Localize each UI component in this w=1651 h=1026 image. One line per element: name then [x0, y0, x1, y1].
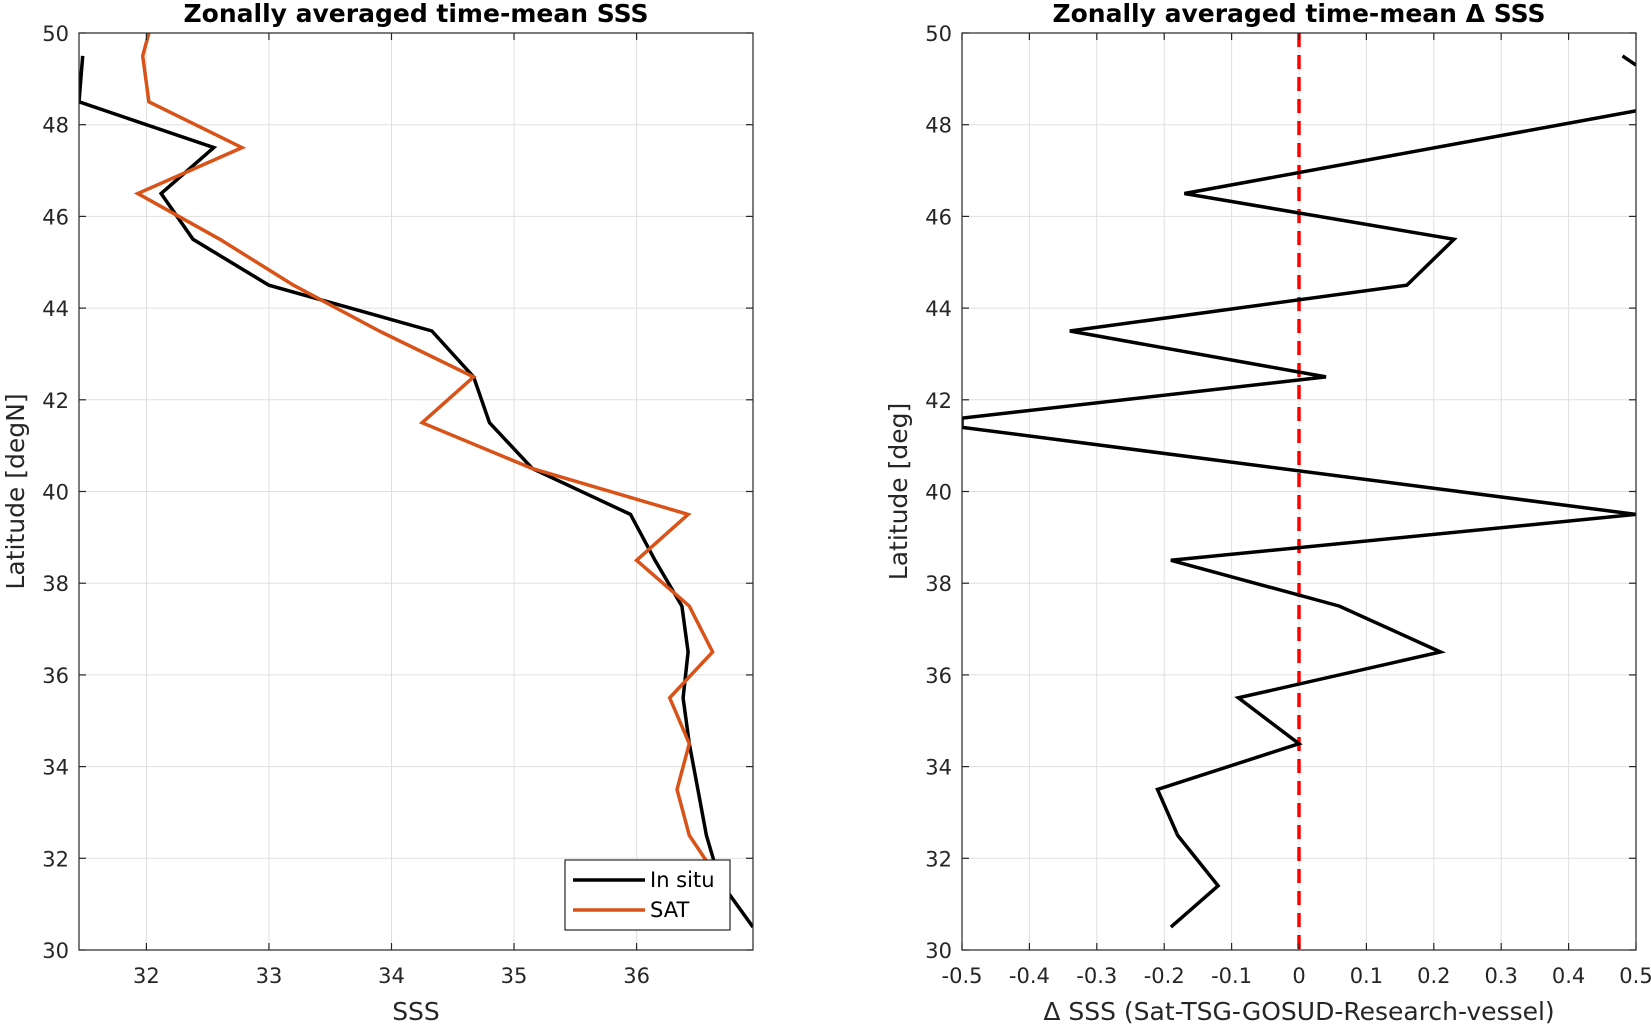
legend: In situ SAT [564, 859, 731, 931]
y-tick-label: 42 [925, 389, 952, 413]
y-tick-label: 32 [925, 847, 952, 871]
x-tick-label: 34 [378, 964, 405, 988]
y-tick-label: 42 [42, 389, 69, 413]
y-tick-label: 46 [925, 205, 952, 229]
left-panel: 32 33 34 35 36 30 32 34 36 38 40 42 44 46 48 50 Zonally… [1, 0, 754, 1026]
left-y-axis-label: Latitude [degN] [1, 393, 30, 589]
x-tick-label: 0.5 [1619, 964, 1651, 988]
y-tick-label: 30 [925, 939, 952, 963]
left-series [79, 33, 753, 929]
legend-label-in-situ: In situ [650, 868, 715, 892]
y-tick-label: 34 [42, 756, 69, 780]
left-grid [79, 32, 753, 951]
x-tick-label: 0.1 [1350, 964, 1383, 988]
x-tick-label: 35 [501, 964, 528, 988]
series-line-1 [1621, 54, 1636, 67]
y-tick-label: 34 [925, 756, 952, 780]
y-tick-label: 50 [42, 22, 69, 46]
right-y-axis-label: Latitude [deg] [884, 403, 913, 580]
x-tick-label: 36 [623, 964, 650, 988]
right-x-axis-label: Δ SSS (Sat-TSG-GOSUD-Research-vessel) [1043, 997, 1554, 1026]
y-tick-label: 50 [925, 22, 952, 46]
x-tick-label: 0 [1292, 964, 1305, 988]
right-chart-title: Zonally averaged time-mean Δ SSS [1053, 0, 1546, 28]
y-tick-label: 38 [42, 572, 69, 596]
x-tick-label: 0.4 [1552, 964, 1585, 988]
x-tick-label: 33 [256, 964, 283, 988]
series-line-sat [133, 33, 715, 864]
x-tick-label: 0.2 [1417, 964, 1450, 988]
legend-label-sat: SAT [650, 898, 689, 922]
y-tick-label: 38 [925, 572, 952, 596]
x-tick-label: -0.4 [1009, 964, 1050, 988]
right-ticks: -0.5 -0.4 -0.3 -0.2 -0.1 0 0.1 0.2 0.3 0.4 0.5 30 32… [925, 22, 1651, 988]
x-tick-label: 32 [133, 964, 160, 988]
y-tick-label: 40 [42, 481, 69, 505]
y-tick-label: 40 [925, 481, 952, 505]
x-tick-label: -0.2 [1144, 964, 1185, 988]
y-tick-label: 30 [42, 939, 69, 963]
x-tick-label: -0.1 [1211, 964, 1252, 988]
y-tick-label: 36 [925, 664, 952, 688]
series-line-0 [962, 109, 1636, 929]
y-tick-label: 36 [42, 664, 69, 688]
y-tick-label: 44 [925, 297, 952, 321]
left-ticks: 32 33 34 35 36 30 32 34 36 38 40 42 44 46 48 50 [42, 22, 753, 988]
left-chart-title: Zonally averaged time-mean SSS [184, 0, 649, 28]
y-tick-label: 48 [42, 114, 69, 138]
series-line-in-situ [79, 55, 753, 929]
left-x-axis-label: SSS [392, 997, 440, 1026]
y-tick-label: 46 [42, 205, 69, 229]
y-tick-label: 48 [925, 114, 952, 138]
x-tick-label: -0.3 [1076, 964, 1117, 988]
right-panel: -0.5 -0.4 -0.3 -0.2 -0.1 0 0.1 0.2 0.3 0.4 0.5 30 32… [884, 0, 1651, 1026]
legend-box [564, 859, 731, 931]
right-series [962, 54, 1636, 929]
y-tick-label: 44 [42, 297, 69, 321]
x-tick-label: 0.3 [1484, 964, 1517, 988]
x-tick-label: -0.5 [942, 964, 983, 988]
y-tick-label: 32 [42, 847, 69, 871]
